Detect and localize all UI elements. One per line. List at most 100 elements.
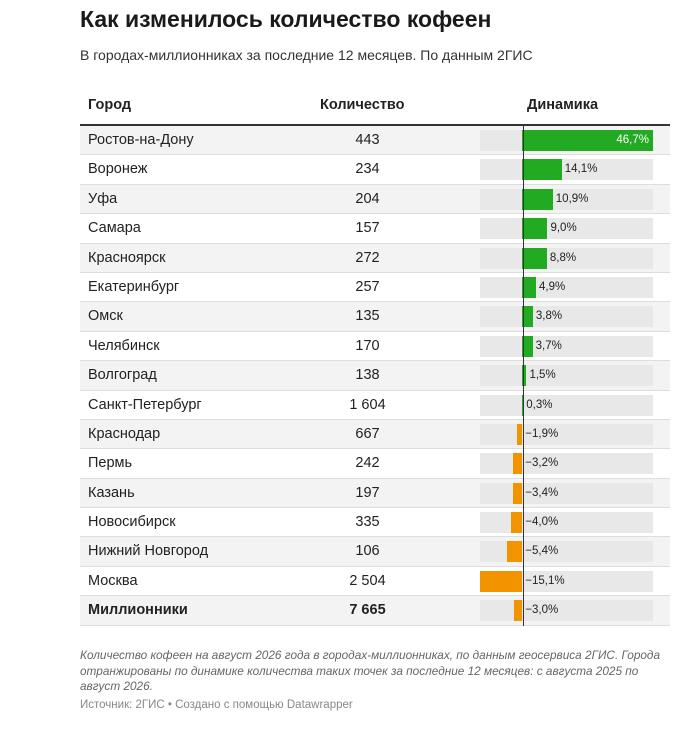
table-row: Омск 135 3,8% — [80, 302, 670, 332]
bar-value-label: 1,5% — [529, 369, 556, 382]
bar-track — [480, 541, 653, 563]
city-name: Нижний Новгород — [88, 543, 209, 560]
bar-value-label: −5,4% — [525, 545, 559, 558]
bar-value-label: −3,4% — [525, 486, 559, 499]
bar-positive — [522, 306, 533, 328]
bar-value-label: 14,1% — [564, 163, 598, 176]
city-name: Омск — [88, 308, 123, 325]
table-row: Воронеж 234 14,1% — [80, 155, 670, 185]
bar-negative — [511, 512, 523, 534]
total-row: Миллионники 7 665 −3,0% — [80, 596, 670, 626]
bar-value-label: −4,0% — [525, 516, 559, 529]
chart-title: Как изменилось количество кофеен — [80, 6, 492, 32]
bar-positive — [522, 276, 536, 298]
bar-value-label: 9,0% — [550, 222, 577, 235]
bar-negative — [513, 453, 523, 475]
cafe-count: 157 — [355, 220, 380, 237]
city-name: Красноярск — [88, 249, 166, 266]
bar-track — [480, 482, 653, 504]
table-row: Нижний Новгород 106 −5,4% — [80, 537, 670, 567]
bar-value-label: 8,8% — [549, 251, 577, 264]
bar-value-label: 4,9% — [538, 280, 566, 293]
cafe-count: 197 — [355, 484, 380, 501]
bar-track — [480, 365, 653, 387]
city-name: Волгоград — [88, 367, 157, 384]
cafe-count: 443 — [355, 132, 380, 148]
bar-track — [480, 453, 653, 475]
city-name: Миллионники — [88, 602, 188, 619]
bar-positive — [522, 335, 533, 357]
bar-positive — [522, 394, 524, 416]
table-row: Новосибирск 335 −4,0% — [80, 508, 670, 538]
table-row: Самара 157 9,0% — [80, 214, 670, 244]
city-name: Казань — [88, 484, 135, 501]
bar-positive — [522, 188, 553, 210]
cafe-count: 170 — [355, 337, 380, 354]
bar-positive — [522, 218, 548, 240]
table-row: Челябинск 170 3,7% — [80, 332, 670, 362]
bar-track — [480, 600, 653, 622]
bar-value-label: −1,9% — [525, 427, 559, 440]
bar-value-label: 10,9% — [555, 192, 589, 205]
city-name: Ростов-на-Дону — [88, 132, 194, 148]
city-name: Уфа — [88, 190, 118, 207]
bar-track — [480, 335, 653, 357]
zero-axis-line — [523, 126, 524, 626]
table-row: Санкт-Петербург 1 604 0,3% — [80, 391, 670, 420]
cafe-count: 234 — [355, 161, 380, 178]
bar-positive — [522, 365, 527, 387]
table-row: Волгоград 138 1,5% — [80, 361, 670, 391]
bar-negative — [513, 600, 523, 622]
city-name: Москва — [88, 572, 138, 589]
table-row: Уфа 204 10,9% — [80, 184, 670, 215]
cafe-count: 2 504 — [349, 572, 386, 589]
header-divider — [80, 124, 670, 126]
bar-positive — [522, 247, 547, 269]
bar-value-label: 3,7% — [535, 339, 562, 352]
bar-positive — [522, 159, 562, 181]
bar-track — [480, 276, 653, 298]
bar-value-label: −3,2% — [525, 457, 559, 470]
city-name: Новосибирск — [88, 514, 176, 531]
cafe-count: 138 — [355, 367, 380, 384]
table-row: Москва 2 504 −15,1% — [80, 567, 670, 597]
cafe-count: 135 — [355, 308, 380, 325]
city-name: Екатеринбург — [88, 278, 180, 295]
cafe-count: 7 665 — [349, 602, 386, 619]
city-name: Воронеж — [88, 161, 148, 178]
bar-value-label: −3,0% — [525, 604, 559, 617]
bar-negative — [480, 570, 523, 592]
bar-track — [480, 394, 653, 416]
chart-source: Источник: 2ГИС • Создано с помощью Dataw… — [80, 699, 353, 711]
city-name: Санкт-Петербург — [88, 396, 202, 413]
cafe-count: 242 — [355, 455, 380, 472]
cafe-count: 257 — [355, 278, 380, 295]
table-row: Краснодар 667 −1,9% — [80, 419, 670, 450]
cafe-count: 204 — [355, 190, 380, 207]
cafe-count: 106 — [355, 543, 380, 560]
cafe-count: 272 — [355, 249, 380, 266]
bar-value-label: 0,3% — [526, 398, 553, 411]
city-name: Челябинск — [88, 337, 160, 354]
bar-positive — [522, 130, 653, 151]
chart-subtitle: В городах-миллионниках за последние 12 м… — [80, 47, 533, 63]
bar-track — [480, 423, 653, 445]
table-body: Ростов-на-Дону 443 46,7% Воронеж 234 14,1% Уфа… — [80, 126, 670, 626]
table-row: Екатеринбург 257 4,9% — [80, 273, 670, 303]
cafe-count: 1 604 — [349, 396, 386, 413]
chart-note: Количество кофеен на август 2026 года в … — [80, 648, 661, 693]
city-name: Пермь — [88, 455, 133, 472]
bar-track — [480, 306, 653, 328]
cafe-count: 667 — [355, 425, 380, 442]
column-header-dynamics[interactable]: Динамика — [527, 97, 599, 113]
bar-value-label: 3,8% — [535, 310, 563, 323]
table-row: Ростов-на-Дону 443 46,7% — [80, 126, 670, 156]
cafe-count: 335 — [355, 514, 380, 531]
column-header-city[interactable]: Город — [88, 97, 132, 113]
table-row: Казань 197 −3,4% — [80, 478, 670, 509]
bar-value-label: 46,7% — [616, 134, 649, 146]
bar-track — [480, 512, 653, 534]
column-header-count[interactable]: Количество — [320, 97, 405, 113]
bar-negative — [516, 423, 523, 445]
